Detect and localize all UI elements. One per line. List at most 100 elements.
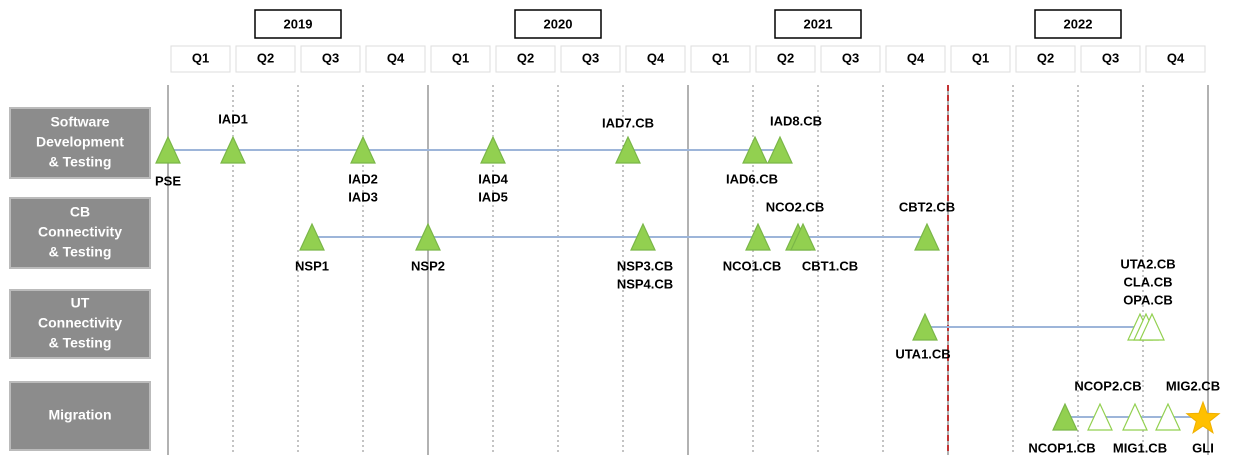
milestone-label: IAD3 <box>348 189 378 204</box>
lane-label: & Testing <box>49 335 112 351</box>
milestone-label: IAD1 <box>218 111 248 126</box>
milestone-triangle <box>1052 402 1078 431</box>
milestone-label: CBT2.CB <box>899 199 955 214</box>
year-label: 2019 <box>284 16 313 31</box>
milestone-label: UTA2.CB <box>1120 256 1175 271</box>
quarter-box <box>1080 45 1141 73</box>
quarter-label: Q2 <box>1037 50 1054 65</box>
quarter-box <box>560 45 621 73</box>
quarter-label: Q2 <box>517 50 534 65</box>
quarter-box <box>1145 45 1206 73</box>
lane-label: CB <box>70 204 90 220</box>
milestone-triangle <box>790 222 816 251</box>
lane-label: Connectivity <box>38 315 122 331</box>
milestone-label: NSP3.CB <box>617 258 673 273</box>
quarter-box <box>820 45 881 73</box>
quarter-box <box>755 45 816 73</box>
quarter-label: Q1 <box>192 50 209 65</box>
milestone-star <box>1185 400 1221 434</box>
quarter-box <box>170 45 231 73</box>
year-box <box>1034 9 1122 39</box>
milestone-triangle <box>1139 312 1165 341</box>
milestone-triangle <box>299 222 325 251</box>
milestone-triangle <box>630 222 656 251</box>
milestone-triangle <box>155 135 181 164</box>
quarter-box <box>690 45 751 73</box>
milestone-triangle <box>1087 402 1113 431</box>
milestone-label: NCOP1.CB <box>1028 440 1095 455</box>
lane-box <box>9 197 151 269</box>
milestone-label: MIG2.CB <box>1166 378 1220 393</box>
milestone-triangle <box>767 135 793 164</box>
milestone-triangle <box>1122 402 1148 431</box>
lane-label: Migration <box>49 407 112 423</box>
milestone-triangle <box>350 135 376 164</box>
lane-box <box>9 381 151 451</box>
milestone-label: IAD2 <box>348 171 378 186</box>
quarter-label: Q1 <box>452 50 469 65</box>
milestone-label: NSP2 <box>411 258 445 273</box>
quarter-label: Q4 <box>1167 50 1185 65</box>
quarter-label: Q1 <box>972 50 989 65</box>
milestone-label: GLI <box>1192 440 1214 455</box>
quarter-label: Q1 <box>712 50 729 65</box>
lane-label: Connectivity <box>38 224 122 240</box>
quarter-box <box>300 45 361 73</box>
quarter-box <box>885 45 946 73</box>
lane-label: Development <box>36 134 124 150</box>
milestone-triangle <box>745 222 771 251</box>
milestone-label: MIG1.CB <box>1113 440 1167 455</box>
quarter-label: Q3 <box>322 50 339 65</box>
quarter-label: Q3 <box>582 50 599 65</box>
milestone-label: IAD5 <box>478 189 508 204</box>
milestone-triangle <box>615 135 641 164</box>
lane-label: & Testing <box>49 154 112 170</box>
lane-box <box>9 289 151 359</box>
quarter-label: Q2 <box>257 50 274 65</box>
milestone-triangle <box>415 222 441 251</box>
milestone-label: IAD7.CB <box>602 115 654 130</box>
year-box <box>774 9 862 39</box>
milestone-label: NCOP2.CB <box>1074 378 1141 393</box>
lane-label: UT <box>71 295 90 311</box>
milestone-label: CBT1.CB <box>802 258 858 273</box>
quarter-label: Q4 <box>647 50 665 65</box>
year-label: 2021 <box>804 16 833 31</box>
quarter-box <box>495 45 556 73</box>
milestone-label: IAD8.CB <box>770 113 822 128</box>
milestone-label: NCO1.CB <box>723 258 782 273</box>
milestone-triangle <box>914 222 940 251</box>
quarter-box <box>430 45 491 73</box>
milestone-label: IAD4 <box>478 171 508 186</box>
quarter-label: Q4 <box>907 50 925 65</box>
milestone-label: UTA1.CB <box>895 346 950 361</box>
quarter-box <box>365 45 426 73</box>
milestone-triangle <box>742 135 768 164</box>
lane-label: & Testing <box>49 244 112 260</box>
year-label: 2020 <box>544 16 573 31</box>
milestone-triangle <box>1155 402 1181 431</box>
milestone-triangle <box>912 312 938 341</box>
quarter-label: Q4 <box>387 50 405 65</box>
milestone-label: NSP1 <box>295 258 329 273</box>
milestone-label: NSP4.CB <box>617 276 673 291</box>
milestone-label: CLA.CB <box>1123 274 1172 289</box>
lane-box <box>9 107 151 179</box>
quarter-label: Q2 <box>777 50 794 65</box>
quarter-box <box>235 45 296 73</box>
milestone-label: PSE <box>155 173 181 188</box>
lane-label: Software <box>50 114 109 130</box>
year-box <box>254 9 342 39</box>
year-box <box>514 9 602 39</box>
milestone-label: OPA.CB <box>1123 292 1173 307</box>
quarter-label: Q3 <box>1102 50 1119 65</box>
milestone-label: NCO2.CB <box>766 199 825 214</box>
quarter-label: Q3 <box>842 50 859 65</box>
quarter-box <box>625 45 686 73</box>
quarter-box <box>1015 45 1076 73</box>
milestone-triangle <box>220 135 246 164</box>
year-label: 2022 <box>1064 16 1093 31</box>
milestone-triangle <box>480 135 506 164</box>
quarter-box <box>950 45 1011 73</box>
